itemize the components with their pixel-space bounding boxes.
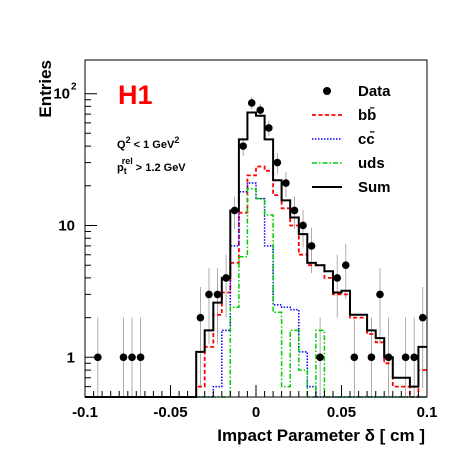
- series-3-histogram: [85, 187, 427, 398]
- data-point: [333, 274, 342, 282]
- x-tick-label: -0.1: [72, 404, 98, 421]
- y-tick-label: 10: [58, 217, 75, 234]
- data-point: [128, 353, 136, 362]
- data-point: [196, 313, 205, 322]
- data-point: [230, 206, 239, 215]
- h1-logo: H1: [118, 80, 153, 110]
- data-point: [247, 99, 256, 107]
- data-point: [282, 179, 290, 187]
- data-point: [239, 142, 247, 150]
- x-tick-label: 0: [252, 404, 260, 421]
- x-tick-label: 0.05: [327, 404, 356, 421]
- data-point: [273, 158, 282, 167]
- legend-label: cc̄: [358, 130, 375, 148]
- data-point: [205, 290, 213, 299]
- x-axis-label: Impact Parameter δ [ cm ]: [217, 426, 425, 445]
- data-point: [119, 353, 128, 362]
- data-point: [265, 124, 273, 132]
- data-point: [256, 106, 265, 114]
- data-point: [367, 353, 376, 362]
- legend-marker: [323, 87, 331, 95]
- data-point: [213, 290, 222, 299]
- x-tick-label: 0.1: [417, 404, 438, 421]
- data-point: [94, 353, 102, 362]
- data-point: [376, 290, 384, 299]
- y-tick-label: 10: [53, 86, 70, 103]
- data-point: [299, 221, 307, 230]
- legend-label: Sum: [358, 179, 391, 196]
- data-point: [350, 353, 359, 362]
- legend-label: uds: [358, 155, 385, 172]
- pt-cut-note: ptrel > 1.2 GeV: [117, 156, 186, 176]
- data-point: [316, 353, 324, 362]
- series-2-histogram: [85, 182, 427, 398]
- data-point: [401, 353, 410, 362]
- y-tick-label: 1: [67, 349, 75, 366]
- data-point: [307, 242, 316, 250]
- axis-ticks: [84, 93, 428, 398]
- y-tick-exponent: 2: [71, 82, 77, 93]
- data-point: [410, 353, 418, 362]
- data-point: [418, 313, 427, 322]
- tick-marks: [84, 93, 428, 398]
- series-1-histogram: [85, 165, 427, 398]
- legend: Data bb̄ cc̄ uds Sum: [312, 83, 391, 196]
- q2-cut-note: Q2 < 1 GeV2: [117, 135, 179, 151]
- y-axis-label: Entries: [36, 60, 55, 118]
- data-point: [136, 353, 145, 362]
- legend-label: Data: [358, 83, 391, 100]
- data-points: [94, 99, 427, 362]
- data-point: [290, 206, 299, 215]
- data-point: [341, 261, 350, 269]
- x-tick-label: -0.05: [153, 404, 187, 421]
- data-point: [222, 274, 230, 282]
- data-point: [384, 353, 393, 362]
- legend-label: bb̄: [358, 106, 376, 124]
